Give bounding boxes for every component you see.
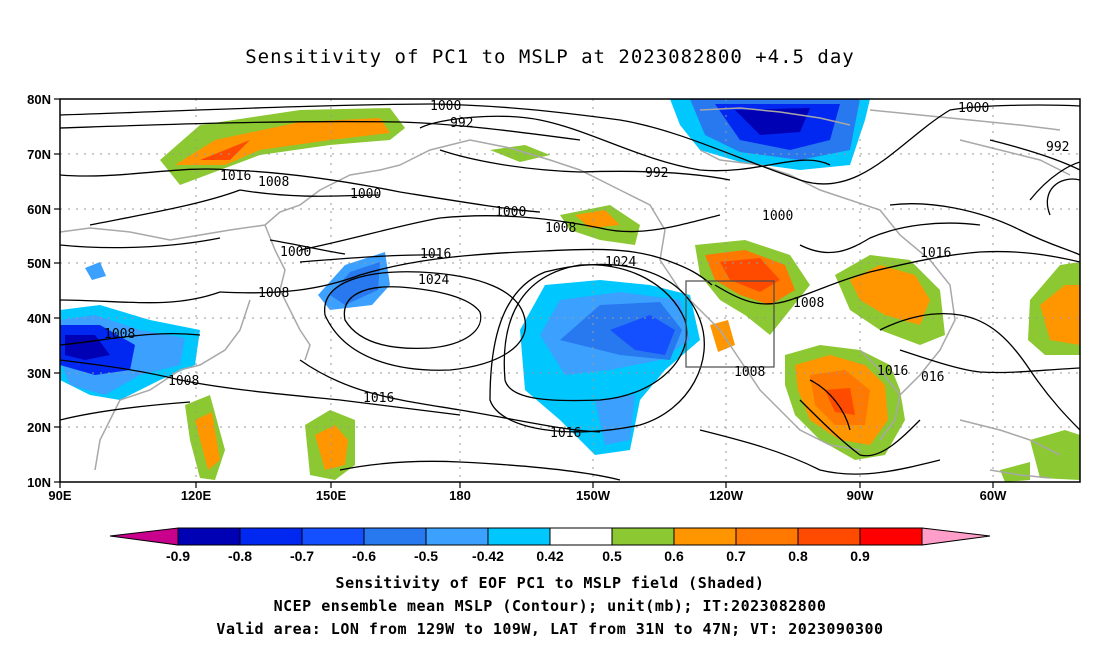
colorbar-label: -0.5 [414, 548, 438, 564]
colorbar-swatch [301, 527, 365, 546]
lon-tick-label: 150W [576, 488, 611, 503]
contour-label: 1000 [762, 209, 793, 224]
contour-label: 1008 [545, 221, 576, 236]
contour-label: 1000 [430, 99, 461, 114]
valid-area-box [685, 280, 775, 368]
lat-tick-label: 10N [27, 475, 51, 490]
colorbar-label: -0.8 [228, 548, 252, 564]
lat-tick-label: 20N [27, 420, 51, 435]
lat-tick-label: 40N [27, 311, 51, 326]
coastlines [60, 107, 1071, 479]
sensitivity-shading [60, 99, 1080, 482]
colorbar-high-arrow [921, 527, 991, 546]
colorbar: -0.9 -0.8 -0.7 -0.6 -0.5 -0.42 0.42 0.5 0.6 0.7 0.… [109, 527, 991, 564]
contour-labels: 1000 1000 992 992 992 1016 1008 1000 100… [104, 99, 1069, 441]
contour-label: 1008 [258, 175, 289, 190]
colorbar-swatch [673, 527, 737, 546]
colorbar-swatch [487, 527, 551, 546]
colorbar-swatch [797, 527, 861, 546]
lat-axis: 80N 70N 60N 50N 40N 30N 20N 10N [27, 92, 60, 490]
colorbar-label: 0.5 [602, 548, 622, 564]
contour-label: 1024 [605, 255, 636, 270]
contour-label: 1008 [734, 365, 765, 380]
contour-label: 1008 [168, 374, 199, 389]
map-frame [59, 98, 1081, 483]
colorbar-swatch [239, 527, 303, 546]
lat-tick-label: 70N [27, 147, 51, 162]
colorbar-label: -0.42 [472, 548, 504, 564]
lon-axis: 90E 120E 150E 180 150W 120W 90W 60W [48, 482, 1007, 503]
colorbar-swatch [363, 527, 427, 546]
colorbar-label: -0.6 [352, 548, 376, 564]
contour-label: 1024 [418, 273, 449, 288]
colorbar-swatch [549, 527, 613, 546]
colorbar-label: 0.9 [850, 548, 870, 564]
colorbar-label: 0.42 [536, 548, 563, 564]
contour-label: 1008 [258, 286, 289, 301]
colorbar-label: 0.7 [726, 548, 746, 564]
colorbar-swatch [735, 527, 799, 546]
lat-tick-label: 80N [27, 92, 51, 107]
map-title: Sensitivity of PC1 to MSLP at 2023082800… [245, 46, 855, 68]
contour-label: 1008 [104, 327, 135, 342]
contour-label: 1008 [793, 296, 824, 311]
colorbar-low-arrow [109, 527, 179, 546]
lat-tick-label: 30N [27, 366, 51, 381]
contour-label: 992 [645, 166, 668, 181]
colorbar-swatch [859, 527, 923, 546]
lon-tick-label: 120E [181, 488, 212, 503]
map-plot-area: 1000 1000 992 992 992 1016 1008 1000 100… [60, 99, 1080, 482]
lon-tick-label: 90W [847, 488, 874, 503]
colorbar-label: -0.9 [166, 548, 190, 564]
contour-label: 1000 [958, 101, 989, 116]
contour-label: 1016 [363, 391, 394, 406]
footer-line-1: Sensitivity of EOF PC1 to MSLP field (Sh… [335, 574, 765, 592]
contour-label: 016 [921, 370, 944, 385]
contour-label: 992 [450, 116, 473, 131]
contour-label: 1000 [350, 187, 381, 202]
footer-line-3: Valid area: LON from 129W to 109W, LAT f… [216, 620, 884, 638]
colorbar-swatch [177, 527, 241, 546]
lon-tick-label: 90E [48, 488, 71, 503]
contour-label: 1016 [877, 364, 908, 379]
mslp-contours [60, 103, 1080, 481]
contour-label: 1016 [420, 247, 451, 262]
lon-tick-label: 120W [709, 488, 744, 503]
footer-line-2: NCEP ensemble mean MSLP (Contour); unit(… [273, 597, 827, 615]
contour-label: 1000 [495, 205, 526, 220]
colorbar-swatch [611, 527, 675, 546]
contour-label: 1016 [550, 426, 581, 441]
colorbar-label: 0.8 [788, 548, 808, 564]
colorbar-label: -0.7 [290, 548, 314, 564]
contour-label: 1016 [920, 246, 951, 261]
lon-tick-label: 60W [980, 488, 1007, 503]
lon-tick-label: 150E [316, 488, 347, 503]
colorbar-swatch [425, 527, 489, 546]
lat-tick-label: 60N [27, 202, 51, 217]
colorbar-label: 0.6 [664, 548, 684, 564]
contour-label: 1016 [220, 169, 251, 184]
contour-label: 992 [1046, 140, 1069, 155]
lon-tick-label: 180 [449, 488, 471, 503]
contour-label: 1000 [280, 245, 311, 260]
lat-tick-label: 50N [27, 256, 51, 271]
